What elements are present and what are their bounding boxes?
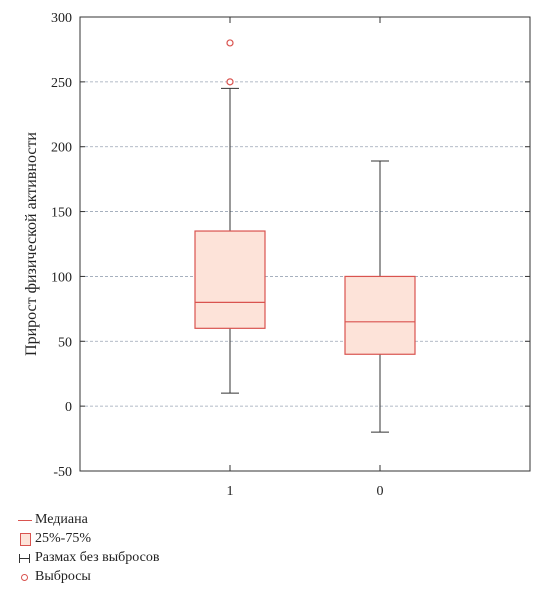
y-tick-label: 100 bbox=[51, 270, 72, 285]
legend-item-outlier: Выбросы bbox=[18, 567, 159, 586]
iqr-box bbox=[344, 275, 416, 355]
y-tick-label: 250 bbox=[51, 76, 72, 91]
x-tick-label: 0 bbox=[377, 484, 384, 499]
y-tick-label: 300 bbox=[51, 11, 72, 26]
box-icon bbox=[18, 532, 32, 546]
legend: Медиана 25%-75% Размах без выбросов Выбр… bbox=[18, 510, 159, 586]
plot-frame bbox=[79, 16, 531, 472]
y-tick-label: 0 bbox=[65, 400, 72, 415]
y-tick-label: 50 bbox=[58, 335, 72, 350]
legend-item-whisker: Размах без выбросов bbox=[18, 548, 159, 567]
whisker-icon bbox=[18, 551, 32, 565]
legend-label-whisker: Размах без выбросов bbox=[35, 550, 160, 565]
legend-item-box: 25%-75% bbox=[18, 529, 159, 548]
y-tick-label: -50 bbox=[53, 465, 72, 480]
median-line-icon bbox=[18, 513, 32, 527]
legend-label-outlier: Выбросы bbox=[35, 569, 91, 584]
y-tick-label: 200 bbox=[51, 141, 72, 156]
x-tick-label: 1 bbox=[227, 484, 234, 499]
legend-label-box: 25%-75% bbox=[35, 531, 91, 546]
outlier-point bbox=[226, 78, 234, 86]
iqr-box bbox=[194, 230, 266, 329]
outlier-icon bbox=[18, 570, 32, 584]
outlier-point bbox=[226, 39, 234, 47]
y-axis-title: Прирост физической активности bbox=[23, 132, 40, 356]
legend-label-median: Медиана bbox=[35, 512, 88, 527]
y-tick-label: 150 bbox=[51, 206, 72, 221]
boxplot-chart: -50 0 50 100 150 200 250 300 Прирост физической … bbox=[23, 11, 531, 499]
legend-item-median: Медиана bbox=[18, 510, 159, 529]
